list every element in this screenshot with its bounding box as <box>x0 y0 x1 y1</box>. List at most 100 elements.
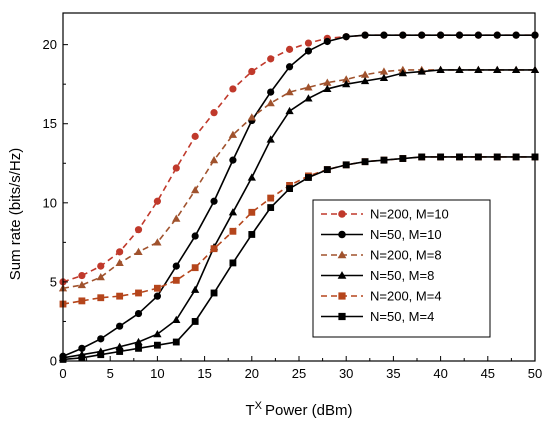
data-point <box>455 31 464 39</box>
x-tick-label: 15 <box>197 366 211 381</box>
data-point <box>172 338 180 346</box>
data-point <box>437 153 445 161</box>
series-2 <box>59 31 539 360</box>
x-tick-label: 35 <box>386 366 400 381</box>
data-point <box>248 231 256 238</box>
data-point <box>360 76 370 85</box>
data-point <box>285 63 294 71</box>
data-point <box>379 73 389 81</box>
y-tick-label: 15 <box>43 116 57 131</box>
data-point <box>285 106 294 115</box>
data-point <box>228 208 238 216</box>
data-point <box>97 262 105 270</box>
x-axis-title: TX Power (dBm) <box>245 400 352 419</box>
data-point <box>418 153 426 161</box>
data-point <box>511 65 521 74</box>
data-point <box>97 294 105 302</box>
data-point <box>285 87 294 96</box>
data-point <box>437 31 445 39</box>
data-point <box>286 185 293 193</box>
legend-entry: N=50, M=8 <box>321 268 434 283</box>
data-point <box>172 276 180 284</box>
data-point <box>248 67 256 76</box>
data-point <box>380 156 388 164</box>
data-point <box>229 227 237 235</box>
data-point <box>78 344 86 352</box>
legend: N=200, M=10 N=50, M=10 N=200, M=8 N=50, M=8… <box>312 199 491 338</box>
data-point <box>266 99 275 107</box>
data-point <box>247 173 256 181</box>
data-point <box>172 214 181 222</box>
data-point <box>285 45 294 53</box>
x-tick-label: 25 <box>292 366 306 381</box>
x-axis-title-superscript: X <box>255 400 263 412</box>
data-point <box>172 164 180 172</box>
data-point <box>455 65 464 74</box>
y-tick-label: 5 <box>50 274 57 289</box>
data-point <box>153 284 161 292</box>
data-point <box>210 289 218 297</box>
data-point <box>78 297 86 305</box>
data-point <box>96 273 105 281</box>
legend-swatch-marker <box>337 271 347 279</box>
data-point <box>116 292 124 300</box>
y-tick-label: 10 <box>43 195 57 210</box>
x-tick-label: 50 <box>528 366 542 381</box>
data-point <box>153 197 161 205</box>
data-point <box>134 226 143 234</box>
data-point <box>417 67 426 75</box>
data-point <box>493 65 502 74</box>
data-point <box>134 337 143 346</box>
data-point <box>304 47 313 55</box>
legend-entry: N=50, M=10 <box>321 227 442 242</box>
data-point <box>153 238 162 246</box>
data-point <box>78 354 86 362</box>
data-point <box>97 351 105 359</box>
data-point <box>191 285 200 293</box>
data-point <box>228 130 238 138</box>
data-point <box>323 78 332 86</box>
data-point <box>398 68 407 77</box>
x-axis-title-prefix: T <box>245 402 254 419</box>
series-line <box>62 69 535 359</box>
legend-swatch-marker <box>338 312 346 321</box>
data-point <box>191 186 200 194</box>
data-point <box>474 65 483 74</box>
series-4 <box>58 65 540 361</box>
data-point <box>97 335 105 343</box>
legend-swatch-marker <box>338 230 346 239</box>
data-point <box>304 83 313 91</box>
data-point <box>304 94 313 102</box>
data-point <box>77 280 87 289</box>
data-point <box>153 341 161 349</box>
data-point <box>191 318 199 325</box>
data-point <box>305 174 312 181</box>
data-point <box>342 161 350 169</box>
x-axis-title-text: Power (dBm) <box>265 402 353 419</box>
data-point <box>342 33 350 41</box>
data-point <box>493 153 501 161</box>
data-point <box>172 262 180 270</box>
data-point <box>229 85 237 93</box>
data-point <box>247 113 256 121</box>
data-point <box>342 75 351 83</box>
data-point <box>399 155 407 162</box>
x-tick-label: 5 <box>107 366 114 381</box>
data-point <box>360 70 370 78</box>
data-point <box>474 153 482 161</box>
data-point <box>191 264 199 272</box>
data-point <box>267 55 275 63</box>
data-point <box>116 248 124 256</box>
data-point <box>267 204 275 211</box>
data-point <box>209 155 219 164</box>
legend-label: N=50, M=8 <box>370 268 434 283</box>
legend-entry: N=200, M=4 <box>321 289 442 304</box>
data-point <box>172 315 181 323</box>
data-point <box>304 39 313 47</box>
x-tick-label: 30 <box>339 366 353 381</box>
data-point <box>436 65 445 74</box>
legend-entry: N=200, M=10 <box>321 207 449 222</box>
data-point <box>153 329 162 338</box>
data-point <box>323 84 332 93</box>
